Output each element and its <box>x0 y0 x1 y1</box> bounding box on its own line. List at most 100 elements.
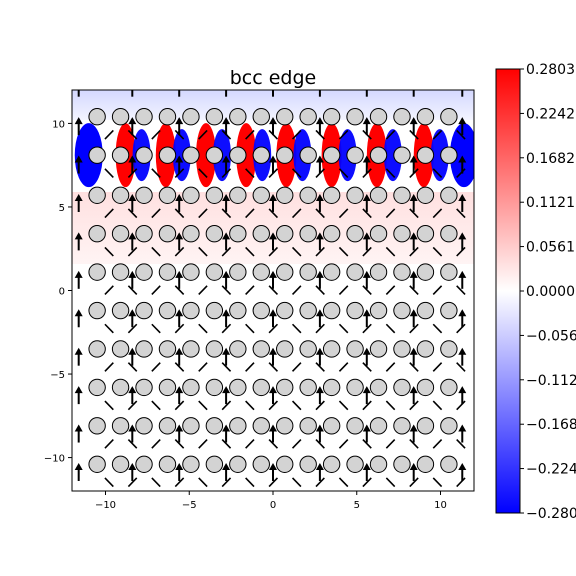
field-arrowhead <box>458 424 467 432</box>
field-arrowhead <box>269 193 277 201</box>
small-field-arrow <box>127 362 138 372</box>
y-tick-label: 5 <box>59 203 65 214</box>
small-field-arrow <box>432 477 443 488</box>
small-field-arrow <box>127 285 138 295</box>
small-field-arrow <box>432 246 443 257</box>
core-negative-lobe <box>172 129 191 182</box>
field-arrowhead <box>362 117 371 125</box>
atom <box>182 186 200 204</box>
small-field-arrow <box>456 208 466 219</box>
small-field-arrow <box>245 438 255 449</box>
small-field-arrow <box>362 438 372 449</box>
atom <box>158 146 177 164</box>
small-field-arrow <box>221 208 232 219</box>
small-field-arrow <box>385 208 396 219</box>
small-field-arrow <box>385 400 396 411</box>
atom <box>416 378 435 397</box>
field-arrowhead <box>409 462 418 470</box>
small-field-arrow <box>268 246 279 257</box>
small-field-arrow <box>268 168 279 179</box>
atom <box>416 146 435 164</box>
chart-title: bcc edge <box>230 67 317 89</box>
atom <box>276 108 294 126</box>
field-arrowhead <box>175 309 184 317</box>
small-field-arrow <box>338 168 349 179</box>
atom <box>229 301 247 320</box>
field-arrowhead <box>269 462 277 470</box>
small-field-arrow <box>151 168 161 179</box>
small-field-arrow <box>409 168 419 179</box>
atom <box>205 263 224 281</box>
field-arrowhead <box>269 309 277 317</box>
y-tick-label: −10 <box>44 454 65 465</box>
atom <box>393 186 411 204</box>
atom <box>111 186 130 204</box>
small-field-arrow <box>315 129 325 140</box>
small-field-arrow <box>338 362 349 372</box>
atom <box>299 146 317 164</box>
small-field-arrow <box>127 323 138 334</box>
atom <box>111 224 130 243</box>
atom <box>182 224 200 243</box>
field-arrowhead <box>409 270 418 278</box>
field-arrowhead <box>128 462 137 470</box>
atom <box>205 224 224 243</box>
atom <box>135 340 153 358</box>
small-field-arrow <box>151 208 161 219</box>
atom <box>276 224 294 243</box>
atom <box>299 301 317 320</box>
small-field-arrow <box>362 323 372 334</box>
x-tick-label: 5 <box>354 500 360 511</box>
atom <box>135 263 153 281</box>
small-field-arrow <box>432 323 443 334</box>
small-field-arrow <box>174 208 185 219</box>
small-field-arrow <box>104 129 114 140</box>
atom <box>322 301 341 320</box>
small-field-arrow <box>198 362 208 372</box>
atom <box>393 108 411 126</box>
field-arrowhead <box>363 79 371 86</box>
small-field-arrow <box>245 168 255 179</box>
small-field-arrow <box>409 285 419 295</box>
atom <box>393 263 411 281</box>
small-field-arrow <box>362 168 372 179</box>
field-arrowhead <box>222 386 231 394</box>
atom <box>88 146 106 164</box>
small-field-arrow <box>268 400 279 411</box>
field-arrowhead <box>458 386 467 394</box>
field-arrowhead <box>362 309 371 317</box>
field-arrowhead <box>409 117 418 125</box>
atom <box>205 301 224 320</box>
field-arrowhead <box>362 347 371 355</box>
field-arrowhead <box>315 347 324 355</box>
small-field-arrow <box>385 168 396 179</box>
atom <box>346 263 364 281</box>
field-arrowhead <box>409 193 418 201</box>
atom <box>299 186 317 204</box>
atom <box>416 301 435 320</box>
x-tick-label: 10 <box>434 500 447 511</box>
atom <box>369 340 388 358</box>
atom <box>440 417 458 435</box>
atom <box>88 186 106 204</box>
small-field-arrow <box>198 285 208 295</box>
x-tick-label: −5 <box>182 500 197 511</box>
y-axis: 10 5 0 −5 −10 <box>44 119 72 465</box>
small-field-arrow <box>291 323 302 334</box>
field-arrowhead <box>128 424 137 432</box>
small-field-arrow <box>151 323 161 334</box>
atom <box>88 378 106 397</box>
atom <box>229 263 247 281</box>
atom <box>276 340 294 358</box>
atom <box>299 455 317 473</box>
atom <box>205 378 224 397</box>
atom <box>346 340 364 358</box>
small-field-arrow <box>198 477 208 488</box>
x-tick-label: −10 <box>95 500 116 511</box>
small-field-arrow <box>268 362 279 372</box>
atom <box>182 301 200 320</box>
atom <box>229 224 247 243</box>
atom-layer <box>88 108 458 473</box>
colorbar-tick-label: −0.1682 <box>526 417 576 433</box>
small-field-arrow <box>291 285 302 295</box>
